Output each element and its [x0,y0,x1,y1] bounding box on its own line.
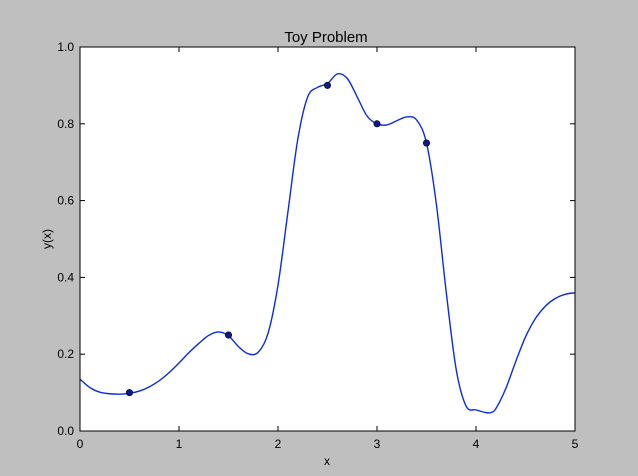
data-point [373,120,381,128]
x-tick-label: 3 [374,437,381,451]
x-tick-label: 5 [572,437,579,451]
data-point [422,139,430,147]
plot-frame [79,46,576,432]
y-tick-label: 0.8 [57,117,74,131]
y-tick-label: 0.4 [57,270,74,284]
y-tick-label: 1.0 [57,40,74,54]
data-point [225,331,233,339]
data-point [126,389,134,397]
y-tick-label: 0.2 [57,347,74,361]
y-axis-label: y(x) [40,229,54,249]
x-tick-labels: 0 1 2 3 4 5 [77,437,579,451]
y-tick-label: 0.6 [57,194,74,208]
x-axis-label: x [324,454,330,468]
data-point [323,81,331,89]
plot-area [80,47,575,431]
chart-title: Toy Problem [284,29,367,46]
data-points [126,81,430,397]
x-tick-label: 1 [176,437,183,451]
y-tick-label: 0.0 [57,424,74,438]
y-tick-labels: 0.0 0.2 0.4 0.6 0.8 1.0 [57,40,74,438]
x-tick-label: 0 [77,437,84,451]
x-tick-label: 4 [473,437,480,451]
x-tick-label: 2 [275,437,282,451]
series-curve [79,72,576,414]
